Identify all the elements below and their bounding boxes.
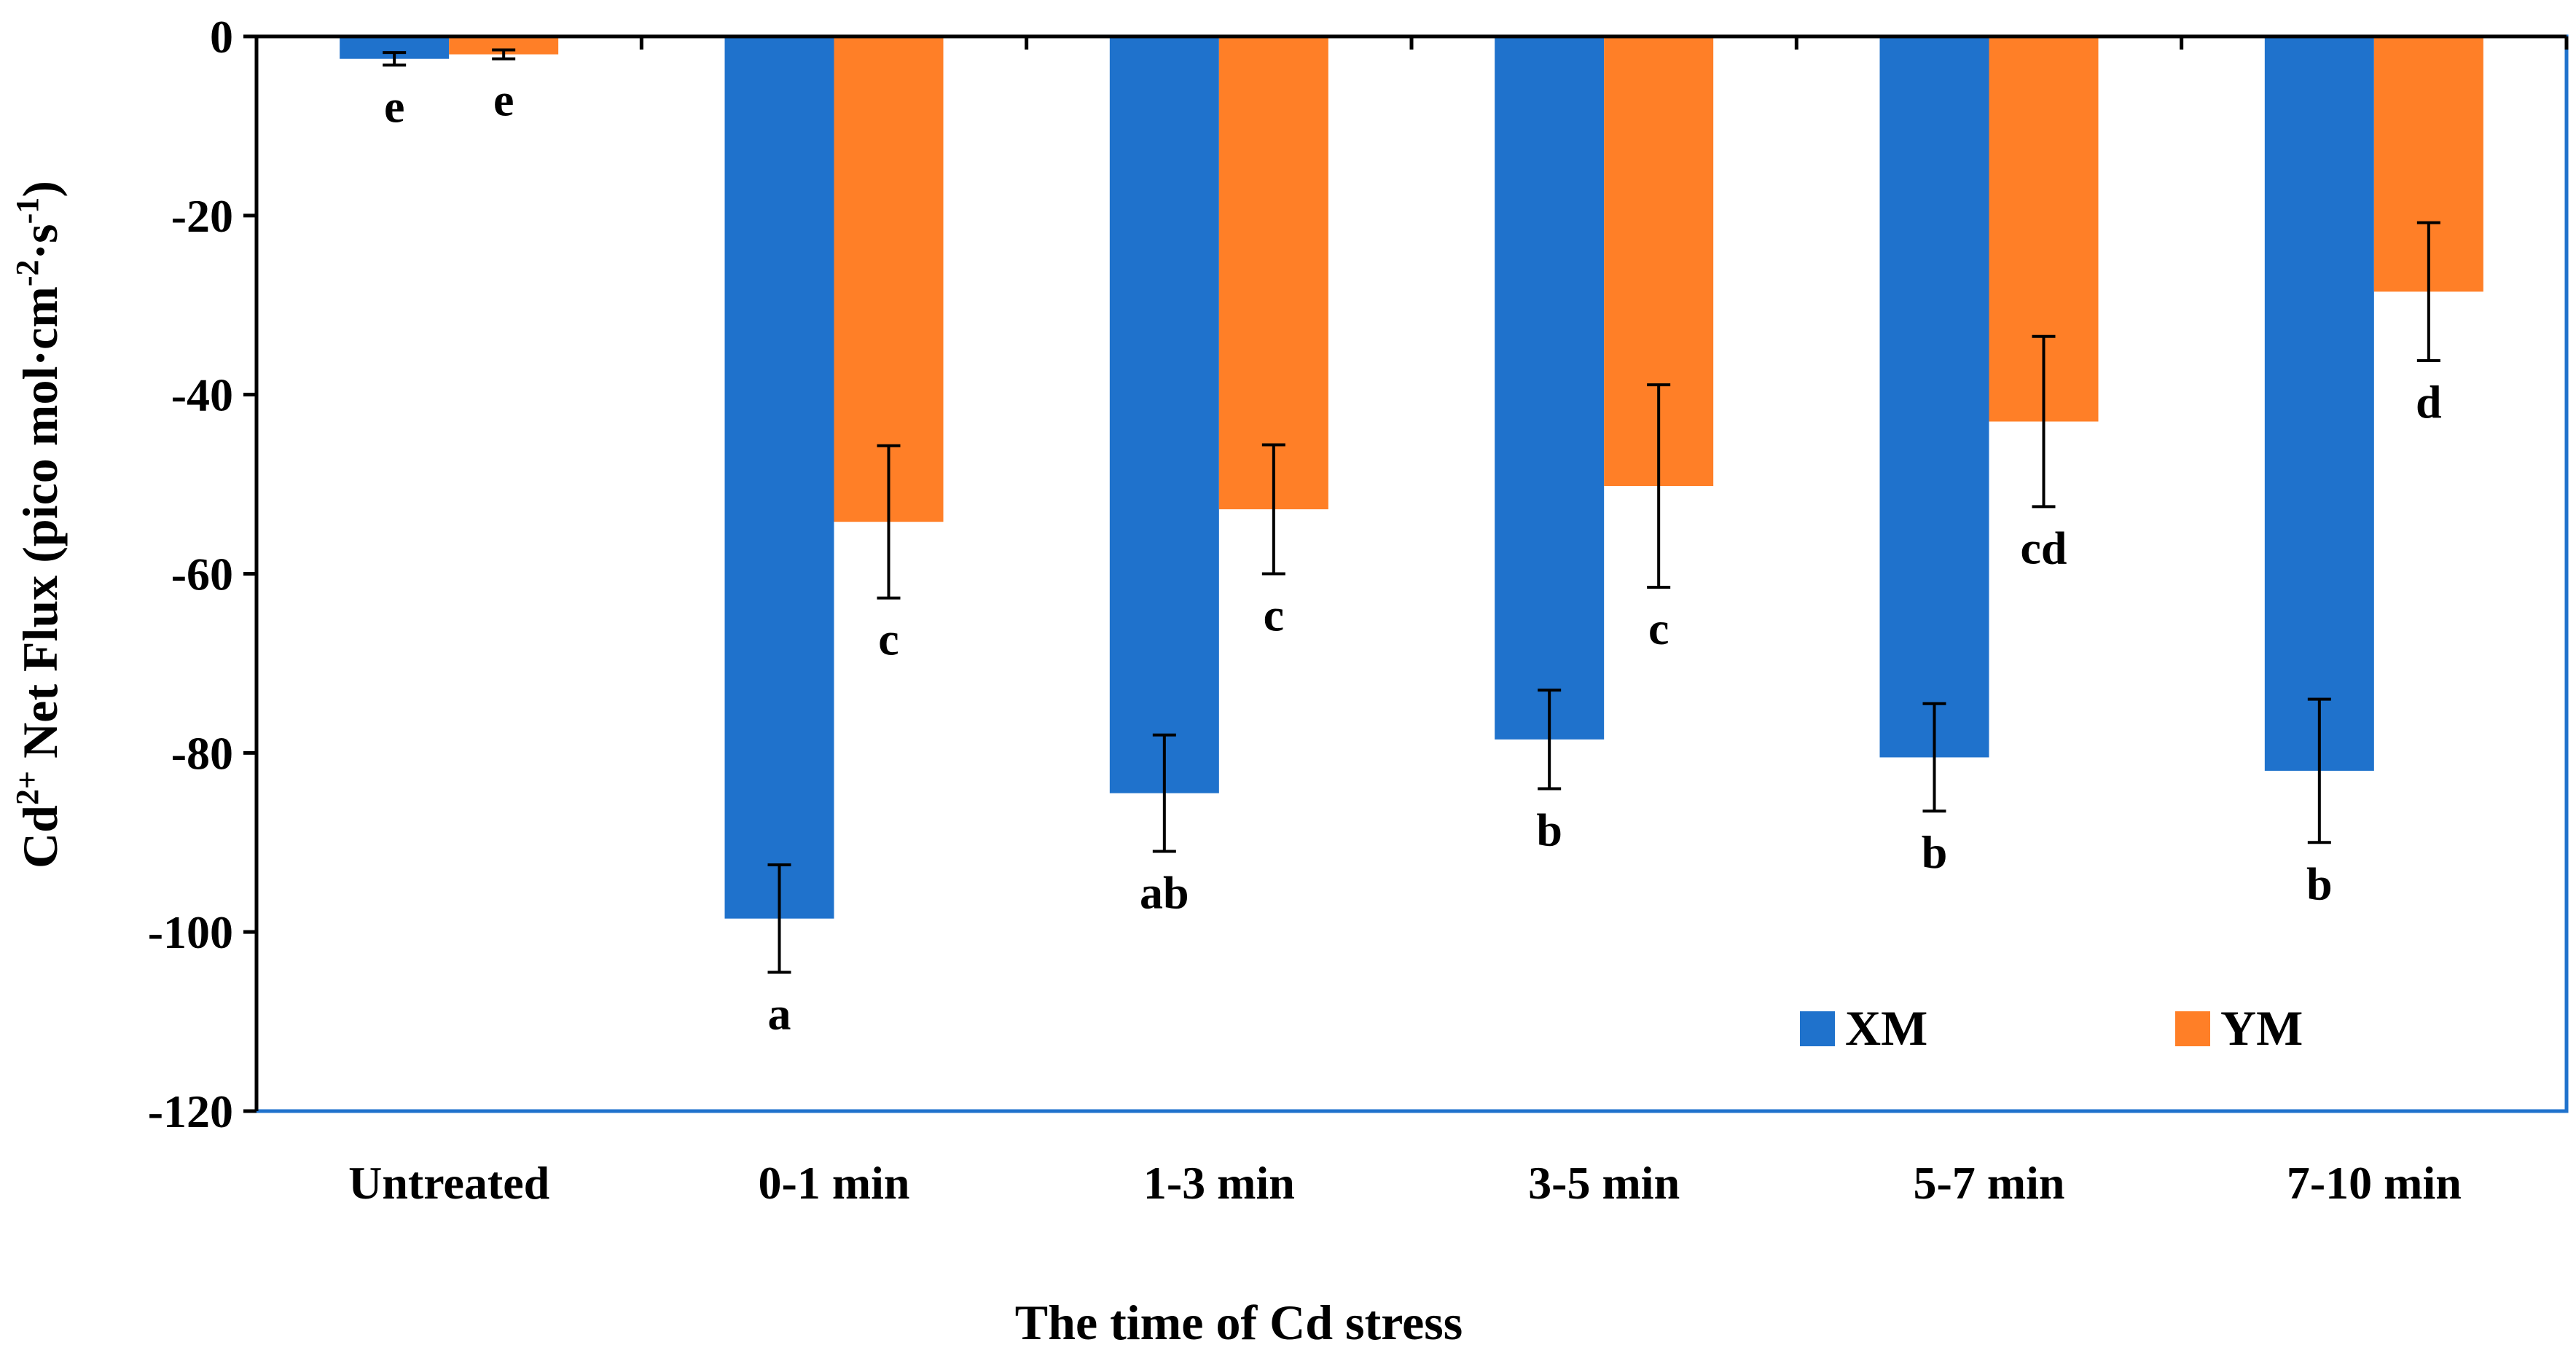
bar-xm	[1879, 36, 1989, 758]
significance-label: a	[768, 987, 791, 1039]
significance-label: b	[2306, 858, 2333, 909]
x-tick-label: 7-10 min	[2287, 1157, 2462, 1209]
x-axis-title: The time of Cd stress	[1015, 1295, 1463, 1350]
significance-label: c	[1648, 603, 1669, 654]
legend: XM YM	[1800, 1000, 2303, 1056]
significance-label: b	[1536, 804, 1562, 856]
bar-xm	[1109, 36, 1219, 793]
significance-label: e	[493, 74, 514, 126]
bars-layer	[340, 36, 2483, 919]
bar-ym	[834, 36, 944, 522]
y-axis-title-sup-3: -1	[9, 197, 45, 224]
significance-labels-layer: e a ab b b b e c c c cd d	[384, 74, 2442, 1040]
legend-swatch-ym	[2175, 1011, 2210, 1046]
y-axis-title-base: Cd	[12, 805, 68, 868]
y-axis-title: Cd2+ Net Flux (pico mol·cm-2·s-1)	[9, 181, 68, 868]
y-tick-label: -120	[148, 1086, 233, 1137]
y-tick-label: -100	[148, 906, 233, 958]
bar-ym	[1218, 36, 1328, 509]
significance-label: ab	[1140, 867, 1189, 919]
y-tick-label: 0	[210, 11, 233, 63]
legend-swatch-xm	[1800, 1011, 1835, 1046]
bar-xm	[2264, 36, 2374, 771]
legend-label-xm: XM	[1845, 1000, 1927, 1056]
error-bars-layer	[383, 48, 2440, 974]
y-axis-title-sup-2: -2	[9, 260, 45, 287]
y-axis-title-mid: Net Flux (pico mol·cm	[12, 286, 68, 771]
y-axis-title-end: )	[12, 181, 68, 197]
y-tick-label: -40	[171, 369, 233, 421]
bar-xm	[1495, 36, 1605, 740]
plot-area	[254, 34, 2569, 1113]
x-tick-label: 5-7 min	[1914, 1157, 2065, 1209]
x-axis: Untreated 0-1 min 1-3 min 3-5 min 5-7 min 7-1…	[254, 34, 2569, 1209]
y-axis: 0 -20 -40 -60 -80 -100 -120	[148, 11, 259, 1137]
plot-border	[254, 34, 2569, 1113]
x-tick-label: 3-5 min	[1528, 1157, 1680, 1209]
legend-label-ym: YM	[2220, 1000, 2303, 1056]
significance-label: c	[878, 613, 899, 665]
significance-label: b	[1922, 826, 1948, 878]
x-tick-label: Untreated	[348, 1157, 549, 1209]
y-axis-title-sup-1: 2+	[9, 771, 45, 805]
x-tick-label: 1-3 min	[1143, 1157, 1295, 1209]
significance-label: c	[1264, 589, 1284, 641]
y-tick-label: -80	[171, 727, 233, 779]
significance-label: d	[2416, 376, 2442, 428]
y-axis-title-dot: ·s	[12, 224, 68, 259]
y-tick-label: -20	[171, 190, 233, 242]
x-tick-label: 0-1 min	[759, 1157, 910, 1209]
significance-label: e	[384, 80, 404, 132]
bar-xm	[724, 36, 834, 919]
y-tick-label: -60	[171, 549, 233, 600]
significance-label: cd	[2021, 522, 2067, 573]
